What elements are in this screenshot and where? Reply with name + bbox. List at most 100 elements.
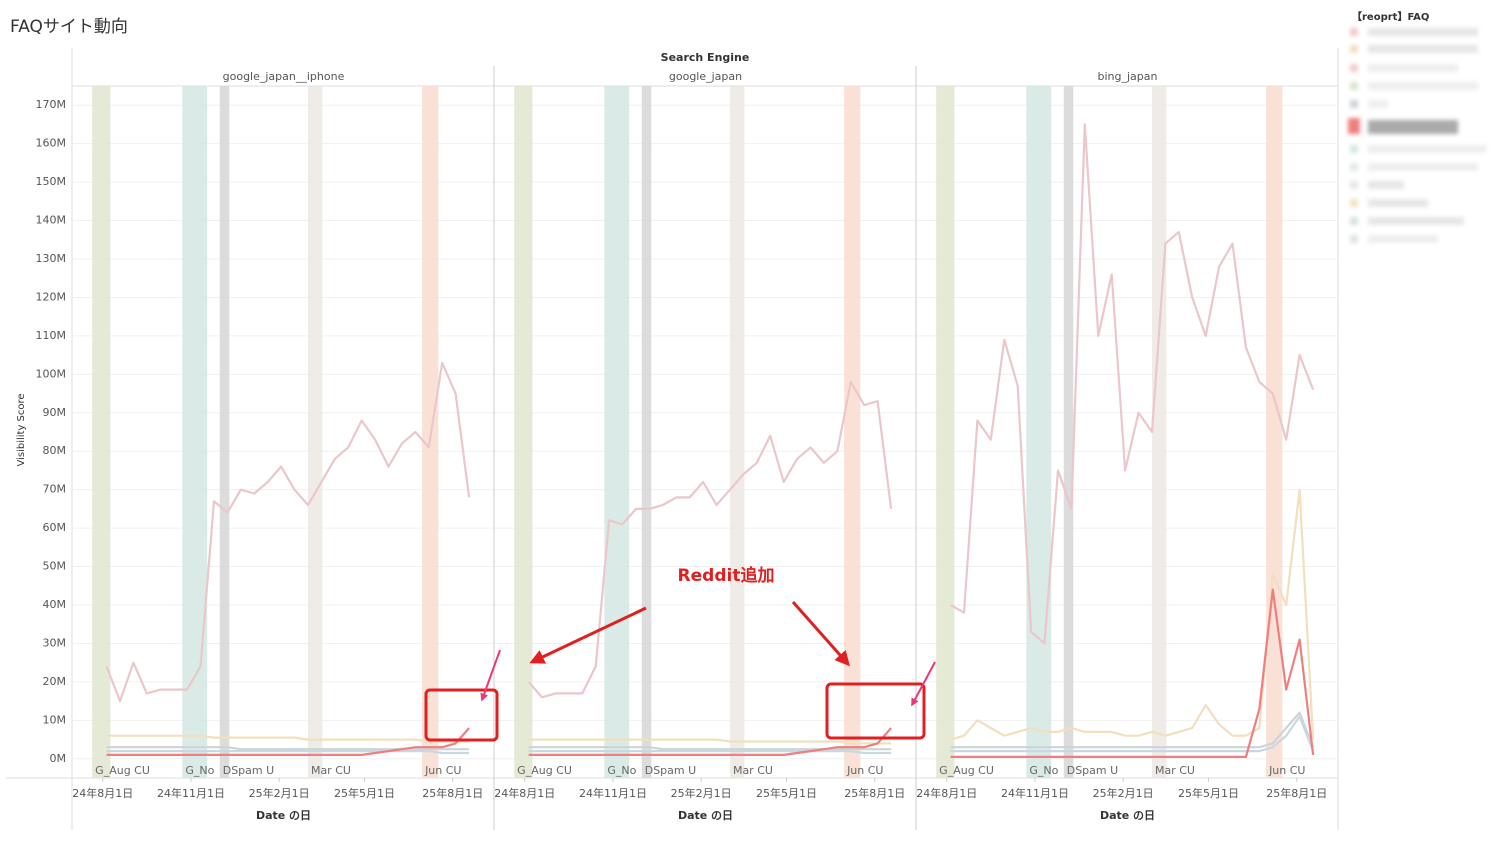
y-tick-label: 130M — [36, 252, 67, 265]
legend-swatch — [1350, 199, 1358, 207]
event-label: G_Aug CU — [939, 764, 994, 777]
legend-text — [1368, 199, 1428, 207]
legend-text — [1368, 145, 1486, 153]
x-tick-label: 24年8月1日 — [916, 786, 977, 800]
event-band — [844, 86, 861, 778]
legend-text — [1368, 163, 1478, 171]
event-label: G_Aug CU — [95, 764, 150, 777]
legend-swatch — [1350, 235, 1358, 243]
panel-name: google_japan__iphone — [223, 70, 345, 83]
series-line — [950, 488, 1315, 741]
y-tick-label: 150M — [36, 175, 67, 188]
event-label: Mar CU — [311, 764, 351, 777]
event-label: Jun CU — [846, 764, 883, 777]
legend-entries — [1348, 28, 1486, 243]
y-tick-label: 140M — [36, 214, 67, 227]
event-band — [182, 86, 208, 778]
series-line — [950, 123, 1315, 645]
x-tick-label: 25年2月1日 — [1093, 786, 1154, 800]
legend-swatch — [1350, 217, 1358, 225]
y-axis-title: Visibility Score — [16, 393, 27, 466]
series-line — [950, 588, 1315, 758]
legend-text — [1368, 120, 1458, 134]
event-band — [936, 86, 955, 778]
event-label: G_No — [185, 764, 214, 777]
x-tick-label: 25年8月1日 — [844, 786, 905, 800]
x-axis-title: Date の日 — [678, 809, 733, 822]
event-band — [1026, 86, 1052, 778]
y-tick-label: 160M — [36, 137, 67, 150]
legend-text — [1368, 82, 1478, 90]
y-tick-label: 0M — [50, 752, 67, 765]
event-band — [1063, 86, 1074, 778]
legend-swatch — [1348, 118, 1360, 134]
y-tick-label: 70M — [43, 483, 67, 496]
event-label: DSpam U — [645, 764, 696, 777]
y-tick-label: 90M — [43, 406, 67, 419]
event-band — [92, 86, 111, 778]
x-tick-label: 25年2月1日 — [249, 786, 310, 800]
legend-title: 【reoprt】FAQ — [1352, 10, 1429, 23]
x-tick-label: 25年2月1日 — [671, 786, 732, 800]
arrow — [529, 606, 647, 664]
arrow — [911, 661, 936, 707]
series-line — [106, 750, 470, 755]
y-tick-label: 110M — [36, 329, 67, 342]
legend-swatch — [1350, 181, 1358, 189]
legend-swatch — [1350, 64, 1358, 72]
y-tick-label: 30M — [43, 636, 67, 649]
panel-name: bing_japan — [1098, 70, 1158, 83]
event-label: Mar CU — [1155, 764, 1195, 777]
legend-swatch — [1350, 45, 1358, 53]
annotation: Reddit追加 — [678, 565, 775, 586]
legend-swatch — [1350, 82, 1358, 90]
x-tick-label: 24年11月1日 — [1001, 786, 1069, 800]
highlight-box — [424, 688, 499, 742]
event-band — [1151, 86, 1167, 778]
legend-text — [1368, 45, 1478, 53]
y-tick-label: 10M — [43, 713, 67, 726]
y-tick-label: 50M — [43, 560, 67, 573]
series-line — [528, 750, 892, 755]
series-line — [527, 380, 893, 699]
y-tick-label: 20M — [43, 675, 67, 688]
y-tick-label: 100M — [36, 367, 67, 380]
x-tick-label: 25年8月1日 — [1266, 786, 1327, 800]
event-label: DSpam U — [1067, 764, 1118, 777]
header: Search Engine — [661, 51, 750, 64]
panel-name: google_japan — [669, 70, 742, 83]
x-tick-label: 25年8月1日 — [422, 786, 483, 800]
x-tick-label: 24年8月1日 — [72, 786, 133, 800]
series-line — [106, 727, 470, 756]
x-tick-label: 25年5月1日 — [756, 786, 817, 800]
event-band — [641, 86, 652, 778]
title: FAQサイト動向 — [10, 17, 128, 37]
legend-text — [1368, 181, 1404, 189]
y-tick-label: 170M — [36, 98, 67, 111]
x-axis-title: Date の日 — [1100, 809, 1155, 822]
plots: 0M 10M 20M 30M 40M 50M 60M 70M 80M 90M 100M 110M 120… — [36, 66, 1338, 830]
event-band — [307, 86, 323, 778]
series-line — [950, 715, 1315, 753]
legend-text — [1368, 217, 1464, 225]
highlight-box — [825, 682, 926, 740]
series-line — [950, 711, 1315, 749]
series-line — [106, 734, 470, 743]
event-label: Jun CU — [424, 764, 461, 777]
legend-swatch — [1350, 145, 1358, 153]
y-tick-label: 80M — [43, 444, 67, 457]
y-tick-label: 40M — [43, 598, 67, 611]
event-band — [514, 86, 533, 778]
event-label: Jun CU — [1268, 764, 1305, 777]
event-label: G_No — [1029, 764, 1058, 777]
series-line — [528, 727, 892, 756]
arrow — [480, 649, 501, 702]
x-axis-title: Date の日 — [256, 809, 311, 822]
y-tick-label: 120M — [36, 290, 67, 303]
series-line — [105, 361, 471, 703]
x-tick-label: 24年8月1日 — [494, 786, 555, 800]
event-label: G_Aug CU — [517, 764, 572, 777]
x-tick-label: 25年5月1日 — [1178, 786, 1239, 800]
